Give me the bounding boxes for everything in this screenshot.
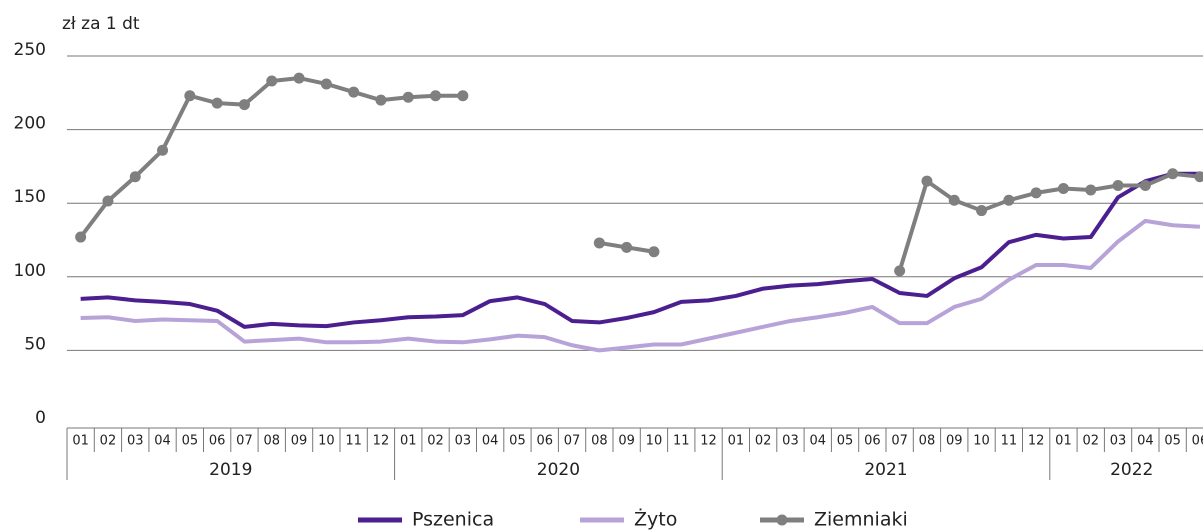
point: [238, 99, 250, 111]
x-tick-label: 10: [318, 434, 335, 449]
x-tick-label: 07: [891, 434, 908, 449]
x-tick-label: 03: [782, 434, 799, 449]
x-tick-label: 05: [1164, 434, 1181, 449]
x-tick-label: 11: [673, 434, 690, 449]
point: [430, 90, 442, 102]
x-tick-label: 01: [400, 434, 417, 449]
x-tick-label: 12: [1028, 434, 1045, 449]
point: [921, 175, 933, 187]
x-tick-label: 04: [809, 434, 826, 449]
point: [621, 241, 633, 253]
legend-label: Ziemniaki: [814, 509, 908, 531]
x-tick-label: 08: [263, 434, 280, 449]
x-tick-label: 03: [1110, 434, 1127, 449]
x-tick-label: 08: [919, 434, 936, 449]
x-tick-label: 01: [1055, 434, 1072, 449]
x-tick-label: 09: [291, 434, 308, 449]
year-label: 2022: [1110, 460, 1153, 480]
year-label: 2020: [537, 460, 580, 480]
point: [320, 78, 332, 90]
point: [1085, 184, 1097, 196]
x-tick-label: 04: [1137, 434, 1154, 449]
point: [1003, 194, 1015, 206]
x-tick-label: 10: [973, 434, 990, 449]
x-tick-label: 07: [236, 434, 253, 449]
x-tick-label: 08: [591, 434, 608, 449]
point: [402, 91, 414, 103]
point: [375, 94, 387, 106]
series-line: [80, 171, 1200, 329]
point: [1194, 171, 1203, 183]
legend-label: Żyto: [634, 508, 677, 531]
x-tick-label: 09: [618, 434, 635, 449]
point: [976, 205, 988, 217]
y-tick-label: 250: [14, 40, 46, 60]
point: [211, 97, 223, 109]
point: [894, 265, 906, 277]
point: [184, 90, 196, 102]
point: [266, 75, 278, 87]
point: [293, 72, 305, 84]
y-tick-label: 50: [24, 334, 46, 354]
y-tick-label: 150: [14, 187, 46, 207]
year-label: 2019: [209, 460, 252, 480]
y-axis-label: zł za 1 dt: [62, 14, 140, 34]
x-tick-label: 06: [536, 434, 553, 449]
point: [1112, 180, 1124, 192]
point: [593, 237, 605, 249]
x-tick-label: 03: [127, 434, 144, 449]
x-tick-label: 11: [1001, 434, 1018, 449]
series-line: [80, 218, 1201, 353]
x-tick-label: 03: [455, 434, 472, 449]
point: [129, 171, 141, 183]
y-tick-label: 100: [14, 261, 46, 281]
x-tick-label: 10: [646, 434, 663, 449]
y-tick-label: 0: [35, 408, 46, 428]
x-tick-label: 02: [100, 434, 117, 449]
x-tick-label: 04: [482, 434, 499, 449]
point: [157, 144, 169, 156]
x-tick-label: 06: [864, 434, 881, 449]
x-tick-label: 02: [1082, 434, 1099, 449]
y-tick-label: 200: [14, 114, 46, 134]
point: [1030, 187, 1042, 199]
x-tick-label: 06: [1192, 434, 1203, 449]
point: [102, 195, 114, 207]
x-tick-label: 12: [373, 434, 390, 449]
point: [457, 90, 469, 102]
x-tick-label: 05: [509, 434, 526, 449]
x-tick-label: 05: [182, 434, 199, 449]
x-tick-label: 01: [728, 434, 745, 449]
point: [948, 194, 960, 206]
point: [75, 231, 87, 243]
x-tick-label: 12: [700, 434, 717, 449]
point: [648, 246, 660, 258]
x-tick-label: 07: [564, 434, 581, 449]
point: [1057, 182, 1069, 194]
x-tick-label: 02: [755, 434, 772, 449]
x-tick-label: 01: [72, 434, 89, 449]
x-tick-label: 05: [837, 434, 854, 449]
x-tick-label: 11: [345, 434, 362, 449]
point: [1139, 180, 1151, 192]
point: [348, 86, 360, 98]
x-tick-label: 09: [946, 434, 963, 449]
point: [1167, 168, 1179, 180]
x-tick-label: 02: [427, 434, 444, 449]
year-label: 2021: [864, 460, 907, 480]
legend-marker: [776, 514, 788, 526]
x-tick-label: 06: [209, 434, 226, 449]
legend-label: Pszenica: [412, 509, 494, 531]
x-tick-label: 04: [154, 434, 171, 449]
